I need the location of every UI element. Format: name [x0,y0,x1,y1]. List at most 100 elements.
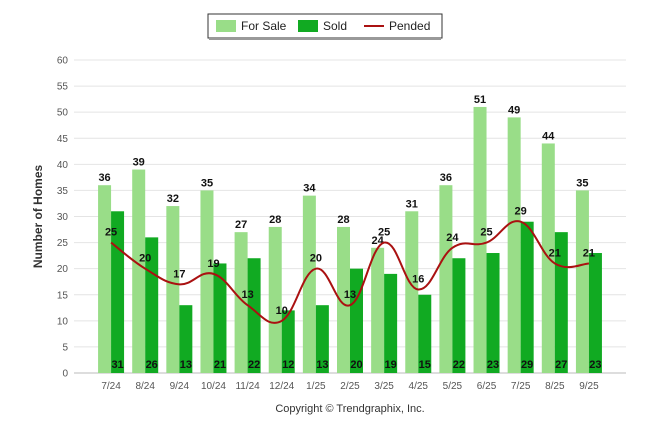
bar-sold [213,263,227,373]
x-tick-label: 7/25 [511,381,531,392]
legend: For Sale Sold Pended [207,13,443,40]
label-for-sale: 27 [235,219,247,231]
label-sold: 20 [350,359,362,371]
label-pended: 29 [515,206,527,218]
label-for-sale: 28 [337,214,349,226]
label-sold: 12 [282,359,294,371]
bar-sold [384,273,398,373]
x-tick-label: 10/24 [201,381,226,392]
bar-for-sale [439,185,453,373]
bar-sold [350,268,363,373]
bar-for-sale [507,117,521,373]
bar-sold [486,253,500,373]
bar-for-sale [200,190,214,373]
bar-for-sale [302,195,316,373]
x-tick-label: 8/24 [135,381,155,392]
y-tick-label: 45 [57,134,69,145]
bar-sold [179,305,193,373]
bar-for-sale [337,226,350,373]
label-for-sale: 51 [474,94,486,106]
label-pended: 21 [549,247,561,259]
label-pended: 25 [105,227,117,239]
y-tick-label: 15 [57,290,69,301]
label-sold: 21 [214,359,226,371]
bar-sold [281,310,295,373]
label-sold: 23 [487,359,499,371]
label-pended: 19 [207,258,219,270]
bar-for-sale [473,106,487,373]
label-pended: 20 [310,253,322,265]
bar-sold [418,294,432,373]
y-tick-label: 30 [57,212,69,223]
bar-sold [247,258,261,373]
label-sold: 13 [316,359,328,371]
x-tick-label: 4/25 [409,381,429,392]
y-tick-label: 0 [62,369,68,380]
label-pended: 25 [480,227,492,239]
legend-swatch-sold [298,20,318,32]
y-tick-label: 40 [57,160,69,171]
x-tick-label: 11/24 [235,381,260,392]
bar-for-sale [166,206,180,373]
label-sold: 31 [111,359,123,371]
y-axis-title: Number of Homes [31,165,45,269]
x-tick-label: 8/25 [545,381,565,392]
label-pended: 17 [173,268,185,280]
y-tick-label: 60 [57,56,69,67]
y-tick-label: 50 [57,108,69,119]
label-sold: 15 [419,359,431,371]
label-pended: 13 [241,289,253,301]
label-for-sale: 44 [542,130,555,142]
label-pended: 25 [378,227,390,239]
label-sold: 27 [555,359,567,371]
x-tick-label: 12/24 [269,381,294,392]
label-for-sale: 36 [440,172,452,184]
label-pended: 21 [583,247,595,259]
y-tick-label: 5 [62,342,68,353]
y-tick-label: 20 [57,264,69,275]
label-for-sale: 31 [406,198,418,210]
label-for-sale: 36 [98,172,110,184]
x-tick-label: 1/25 [306,381,326,392]
x-tick-label: 9/24 [170,381,190,392]
label-pended: 10 [276,305,288,317]
bar-for-sale [234,232,248,373]
x-tick-label: 5/25 [443,381,463,392]
label-sold: 26 [146,359,158,371]
label-sold: 22 [248,359,260,371]
legend-label-pended: Pended [389,19,430,33]
x-tick-label: 3/25 [374,381,394,392]
label-sold: 19 [385,359,397,371]
label-for-sale: 35 [201,177,213,189]
bar-for-sale [268,226,282,373]
x-tick-label: 7/24 [101,381,121,392]
bar-sold [588,253,602,373]
y-tick-label: 25 [57,238,69,249]
bar-sold [452,258,466,373]
x-tick-label: 6/25 [477,381,497,392]
legend-label-for-sale: For Sale [241,19,287,33]
bar-for-sale [132,169,146,373]
bar-for-sale [405,211,419,373]
bar-for-sale [98,185,112,373]
pended-line [110,220,590,324]
bar-sold [520,221,534,373]
label-pended: 13 [344,289,356,301]
label-for-sale: 32 [167,193,179,205]
y-tick-label: 55 [57,82,69,93]
legend-label-sold: Sold [323,19,347,33]
label-sold: 22 [453,359,465,371]
label-for-sale: 28 [269,214,281,226]
y-tick-label: 10 [57,316,69,327]
copyright-text: Copyright © Trendgraphix, Inc. [275,403,424,415]
x-tick-label: 9/25 [579,381,599,392]
bar-for-sale [371,247,385,373]
label-for-sale: 39 [133,157,145,169]
bar-sold [315,305,329,373]
legend-swatch-for-sale [216,20,236,32]
label-sold: 29 [521,359,533,371]
label-pended: 24 [446,232,459,244]
label-for-sale: 49 [508,104,520,116]
label-pended: 16 [412,274,424,286]
label-for-sale: 34 [303,183,316,195]
